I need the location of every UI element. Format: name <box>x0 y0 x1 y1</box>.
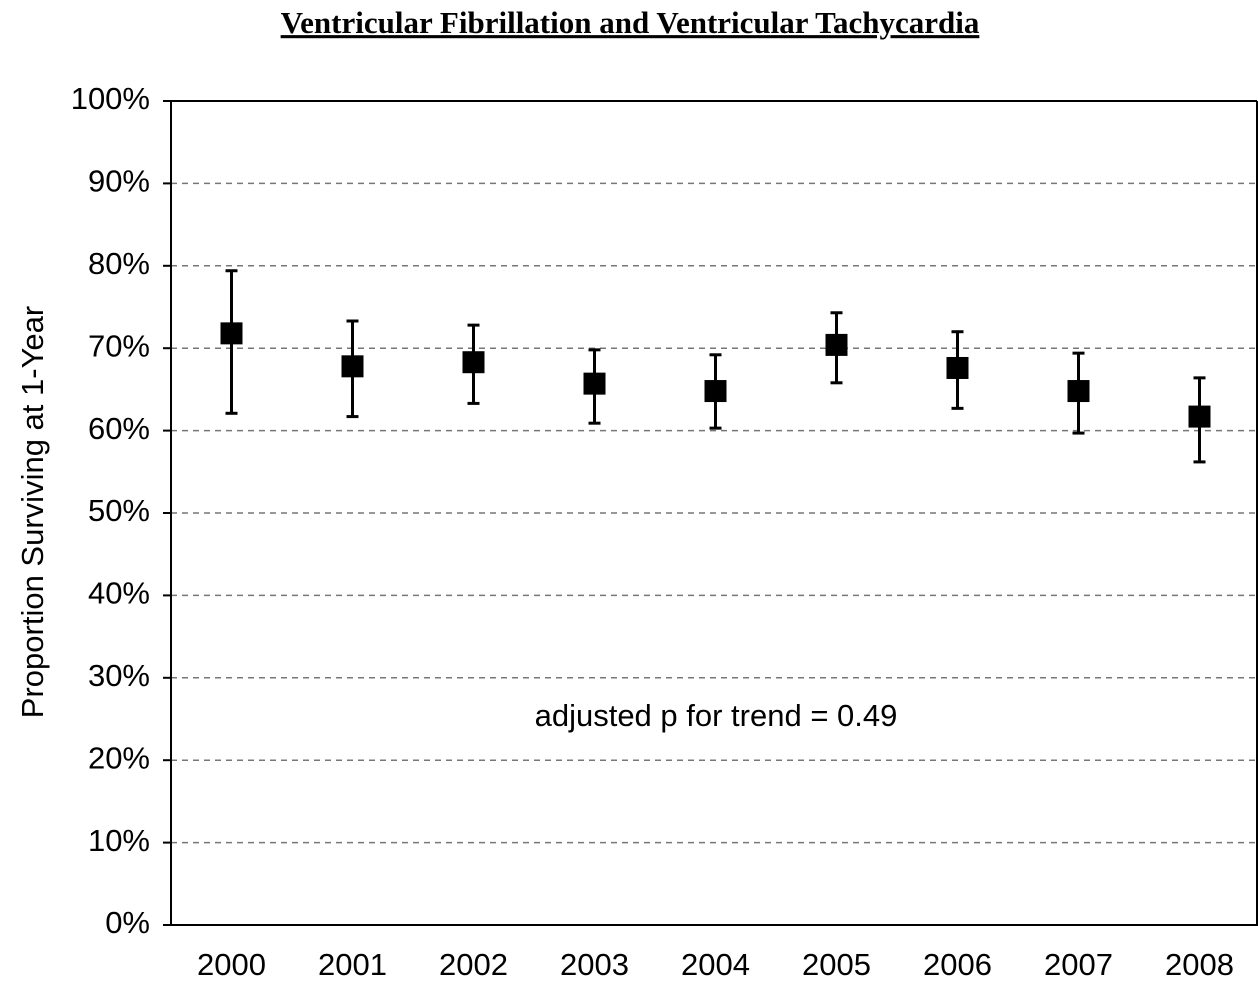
y-tick-label: 90% <box>88 164 150 199</box>
y-tick-label: 20% <box>88 740 150 775</box>
x-tick-label: 2006 <box>923 947 992 982</box>
y-tick-label: 30% <box>88 658 150 693</box>
y-tick-label: 50% <box>88 493 150 528</box>
marker <box>462 351 485 374</box>
y-tick-label: 40% <box>88 576 150 611</box>
plot-frame <box>170 100 1258 926</box>
x-tick-label: 2000 <box>197 947 266 982</box>
y-tick-label: 0% <box>105 905 150 940</box>
annotation: adjusted p for trend = 0.49 <box>535 698 898 733</box>
y-tick-label: 10% <box>88 823 150 858</box>
chart-title: Ventricular Fibrillation and Ventricular… <box>281 5 980 40</box>
marker <box>946 356 969 379</box>
x-tick-label: 2002 <box>439 947 508 982</box>
marker <box>341 355 364 378</box>
y-tick-label: 100% <box>71 81 150 116</box>
y-tick-label: 60% <box>88 411 150 446</box>
marker <box>704 380 727 403</box>
y-tick-label: 80% <box>88 246 150 281</box>
x-tick-label: 2008 <box>1165 947 1234 982</box>
marker <box>1188 405 1211 428</box>
x-tick-label: 2005 <box>802 947 871 982</box>
x-tick-label: 2003 <box>560 947 629 982</box>
x-tick-label: 2007 <box>1044 947 1113 982</box>
x-tick-label: 2001 <box>318 947 387 982</box>
marker <box>220 322 243 345</box>
marker <box>583 372 606 395</box>
marker <box>1067 380 1090 403</box>
marker <box>825 333 848 356</box>
y-axis-label: Proportion Surviving at 1-Year <box>15 306 50 718</box>
y-tick-label: 70% <box>88 328 150 363</box>
x-tick-label: 2004 <box>681 947 750 982</box>
